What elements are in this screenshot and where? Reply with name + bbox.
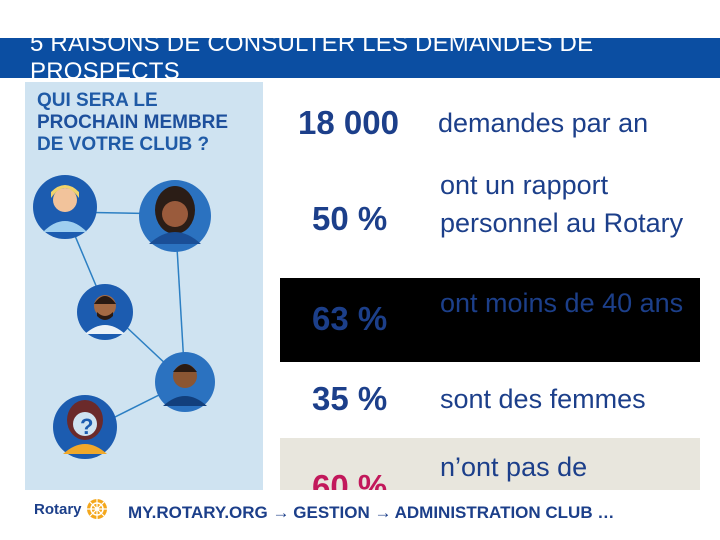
- navigation-path: MY.ROTARY.ORG → GESTION → ADMINISTRATION…: [128, 503, 718, 523]
- path-tail: …: [597, 503, 615, 522]
- rotary-logo-text: Rotary: [34, 500, 82, 518]
- stat-label: ont moins de 40 ans: [440, 288, 684, 318]
- arrow-right-icon: →: [272, 503, 290, 522]
- stat-row-highlighted: 63 % ont moins de 40 ans: [280, 278, 700, 362]
- member-avatar-3: [77, 284, 133, 340]
- stat-value: 50 %: [312, 200, 388, 237]
- member-avatar-1: [33, 175, 97, 239]
- question-mark-icon: ?: [80, 414, 94, 439]
- stat-row: 60 % n’ont pas de: [280, 438, 700, 500]
- path-step-2: ADMINISTRATION CLUB: [394, 503, 593, 522]
- member-avatar-2: [139, 180, 211, 252]
- top-bar: [0, 0, 720, 38]
- slide-title: 5 RAISONS DE CONSULTER LES DEMANDES DE P…: [30, 30, 594, 85]
- stat-row: 50 % ont un rapport personnel au Rotary: [280, 162, 700, 278]
- header-band: [0, 38, 720, 78]
- stat-label: ont un rapport personnel au Rotary: [440, 170, 684, 238]
- footer: Rotary MY.ROTARY.ORG → GESTION → ADMINIS…: [0, 490, 720, 540]
- stat-row: 35 % sont des femmes: [280, 362, 700, 438]
- prospect-infographic: QUI SERA LE PROCHAIN MEMBRE DE VOTRE CLU…: [25, 82, 263, 492]
- infographic-title: QUI SERA LE PROCHAIN MEMBRE DE VOTRE CLU…: [37, 90, 257, 156]
- path-site: MY.ROTARY.ORG: [128, 503, 268, 522]
- stat-label: sont des femmes: [440, 384, 646, 414]
- stat-value: 18 000: [298, 104, 399, 141]
- member-avatar-4: [155, 352, 215, 412]
- arrow-right-icon: →: [374, 503, 392, 522]
- stat-label: demandes par an: [438, 108, 649, 138]
- rotary-wheel-icon: [86, 499, 107, 519]
- infographic-title-line-2: PROCHAIN MEMBRE: [37, 112, 229, 133]
- network-illustration: [33, 175, 215, 459]
- stat-row: 18 000 demandes par an: [280, 82, 700, 162]
- stat-value: 35 %: [312, 380, 388, 417]
- infographic-title-line-3: DE VOTRE CLUB ?: [37, 134, 210, 155]
- stat-label: n’ont pas de: [440, 452, 588, 482]
- stats-table: 18 000 demandes par an 50 % ont un rappo…: [280, 82, 700, 500]
- stat-value: 63 %: [312, 300, 388, 337]
- path-step-1: GESTION: [293, 503, 370, 522]
- member-avatar-5: [53, 395, 117, 459]
- rotary-logo: Rotary: [34, 498, 108, 520]
- infographic-title-line-1: QUI SERA LE: [37, 90, 158, 111]
